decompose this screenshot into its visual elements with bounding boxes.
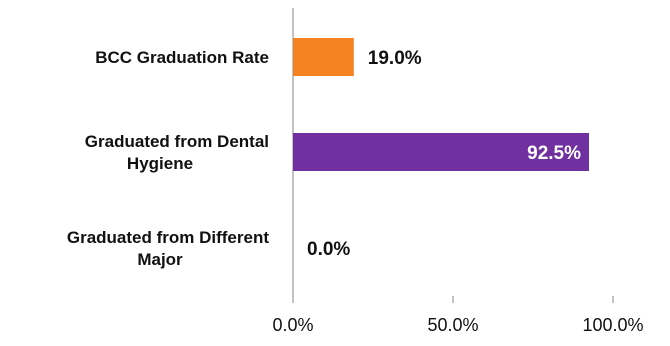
- data-label: 19.0%: [368, 48, 422, 69]
- category-label: BCC Graduation Rate: [95, 48, 269, 67]
- data-label: 92.5%: [527, 143, 581, 164]
- category-label-line: Major: [137, 250, 183, 269]
- x-tick-label: 0.0%: [272, 315, 313, 335]
- chart-bars: [293, 38, 589, 171]
- chart-labels: 0.0% 50.0% 100.0% BCC Graduation Rate 19.0% G…: [67, 48, 644, 335]
- x-tick-label: 50.0%: [427, 315, 478, 335]
- category-label-line: Graduated from Dental: [85, 132, 269, 151]
- category-label-line: Hygiene: [127, 154, 193, 173]
- bar: [293, 38, 354, 76]
- category-label: Graduated from Different Major: [67, 228, 269, 269]
- category-label-line: BCC Graduation Rate: [95, 48, 269, 67]
- x-tick-label: 100.0%: [582, 315, 643, 335]
- category-label: Graduated from Dental Hygiene: [85, 132, 269, 173]
- data-label: 0.0%: [307, 239, 350, 260]
- bar: [293, 133, 589, 171]
- category-label-line: Graduated from Different: [67, 228, 269, 247]
